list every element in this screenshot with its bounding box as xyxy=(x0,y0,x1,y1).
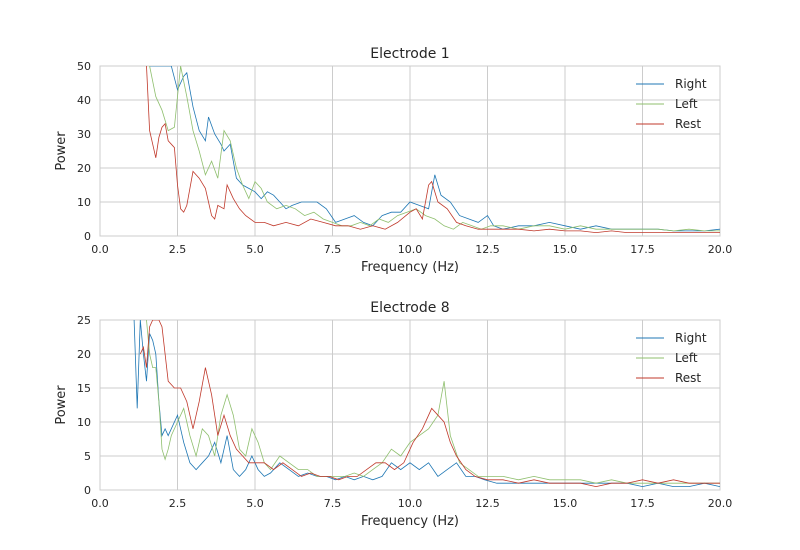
x-tick-label: 0.0 xyxy=(91,243,109,256)
x-axis-label: Frequency (Hz) xyxy=(361,514,459,529)
plot-frame xyxy=(99,319,721,491)
x-tick-label: 7.5 xyxy=(324,243,342,256)
x-tick-label: 2.5 xyxy=(169,243,187,256)
x-tick-label: 17.5 xyxy=(630,243,655,256)
y-tick-label: 0 xyxy=(84,230,91,243)
y-tick-label: 20 xyxy=(77,162,91,175)
y-tick-label: 40 xyxy=(77,94,91,107)
series-line-right xyxy=(133,320,720,488)
x-axis-label: Frequency (Hz) xyxy=(361,260,459,275)
y-tick-label: 20 xyxy=(77,348,91,361)
x-tick-label: 15.0 xyxy=(553,497,578,510)
x-tick-label: 20.0 xyxy=(708,243,733,256)
x-tick-label: 10.0 xyxy=(398,243,423,256)
x-tick-label: 17.5 xyxy=(630,497,655,510)
legend-label-left: Left xyxy=(675,351,698,365)
series-line-right xyxy=(149,66,720,232)
x-tick-label: 2.5 xyxy=(169,497,187,510)
chart-electrode-8: 0.0 2.5 5.0 7.5 10.0 12.5 15.0 17.5 20.0 0 5 10 15 20… xyxy=(54,300,732,529)
chart-title: Electrode 1 xyxy=(370,46,449,62)
x-tick-label: 7.5 xyxy=(324,497,342,510)
y-tick-label: 30 xyxy=(77,128,91,141)
y-axis-label: Power xyxy=(54,385,69,425)
chart-electrode-1: 0.0 2.5 5.0 7.5 10.0 12.5 15.0 17.5 20.0 0 10 20 30 4… xyxy=(54,46,732,275)
legend-label-rest: Rest xyxy=(675,371,701,385)
legend-label-right: Right xyxy=(675,77,707,91)
x-tick-label: 15.0 xyxy=(553,243,578,256)
legend-label-left: Left xyxy=(675,97,698,111)
x-tick-label: 12.5 xyxy=(475,243,500,256)
x-tick-label: 10.0 xyxy=(398,497,423,510)
plot-frame xyxy=(99,65,721,237)
x-tick-label: 20.0 xyxy=(708,497,733,510)
legend-label-rest: Rest xyxy=(675,117,701,131)
series-line-left xyxy=(149,66,720,232)
series-line-rest xyxy=(139,320,720,488)
y-tick-label: 25 xyxy=(77,314,91,327)
series-line-left xyxy=(146,320,720,484)
y-tick-label: 15 xyxy=(77,382,91,395)
x-tick-label: 12.5 xyxy=(475,497,500,510)
legend-label-right: Right xyxy=(675,331,707,345)
y-tick-label: 50 xyxy=(77,60,91,73)
chart-title: Electrode 8 xyxy=(370,300,449,316)
x-tick-label: 0.0 xyxy=(91,497,109,510)
x-tick-label: 5.0 xyxy=(246,497,264,510)
y-tick-label: 0 xyxy=(84,484,91,497)
y-tick-label: 10 xyxy=(77,416,91,429)
x-tick-label: 5.0 xyxy=(246,243,264,256)
y-tick-label: 5 xyxy=(84,450,91,463)
y-tick-label: 10 xyxy=(77,196,91,209)
series-line-rest xyxy=(146,66,720,234)
y-axis-label: Power xyxy=(54,131,69,171)
